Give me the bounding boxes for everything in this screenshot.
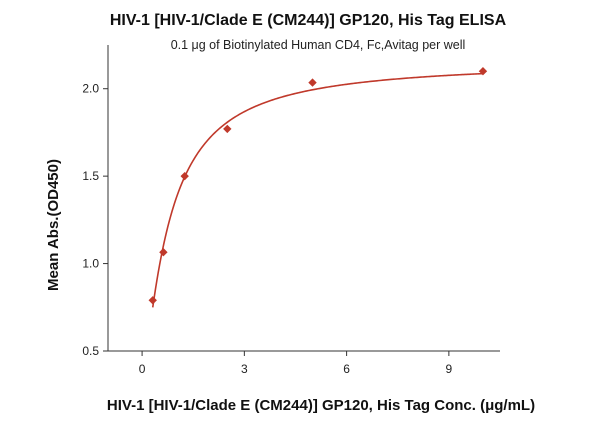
- data-point: [180, 171, 189, 181]
- x-tick-label: 0: [139, 362, 146, 376]
- data-point: [478, 67, 488, 76]
- x-axis-label: HIV-1 [HIV-1/Clade E (CM244)] GP120, His…: [107, 397, 535, 414]
- data-point: [159, 248, 168, 257]
- x-tick-label: 3: [241, 362, 248, 376]
- y-tick-label: 1.5: [82, 169, 99, 183]
- x-axis-ticks: 0 3 6 9: [139, 351, 453, 376]
- data-point: [308, 78, 317, 87]
- y-tick-label: 2.0: [82, 82, 99, 96]
- y-axis-ticks: 0.5 1.0 1.5 2.0: [82, 82, 108, 358]
- data-point: [148, 296, 157, 305]
- chart-title: HIV-1 [HIV-1/Clade E (CM244)] GP120, His…: [110, 12, 507, 29]
- x-tick-label: 9: [446, 362, 453, 376]
- plot-area: 0.5 1.0 1.5 2.0 0 3 6 9: [82, 45, 500, 376]
- chart-subtitle: 0.1 μg of Biotinylated Human CD4, Fc,Avi…: [171, 38, 466, 52]
- data-point: [223, 124, 232, 134]
- y-tick-label: 0.5: [82, 344, 99, 358]
- data-points: [148, 67, 488, 305]
- x-tick-label: 6: [343, 362, 350, 376]
- y-axis-label: Mean Abs.(OD450): [45, 159, 62, 291]
- y-tick-label: 1.0: [82, 257, 99, 271]
- fit-curve-line: [151, 72, 484, 308]
